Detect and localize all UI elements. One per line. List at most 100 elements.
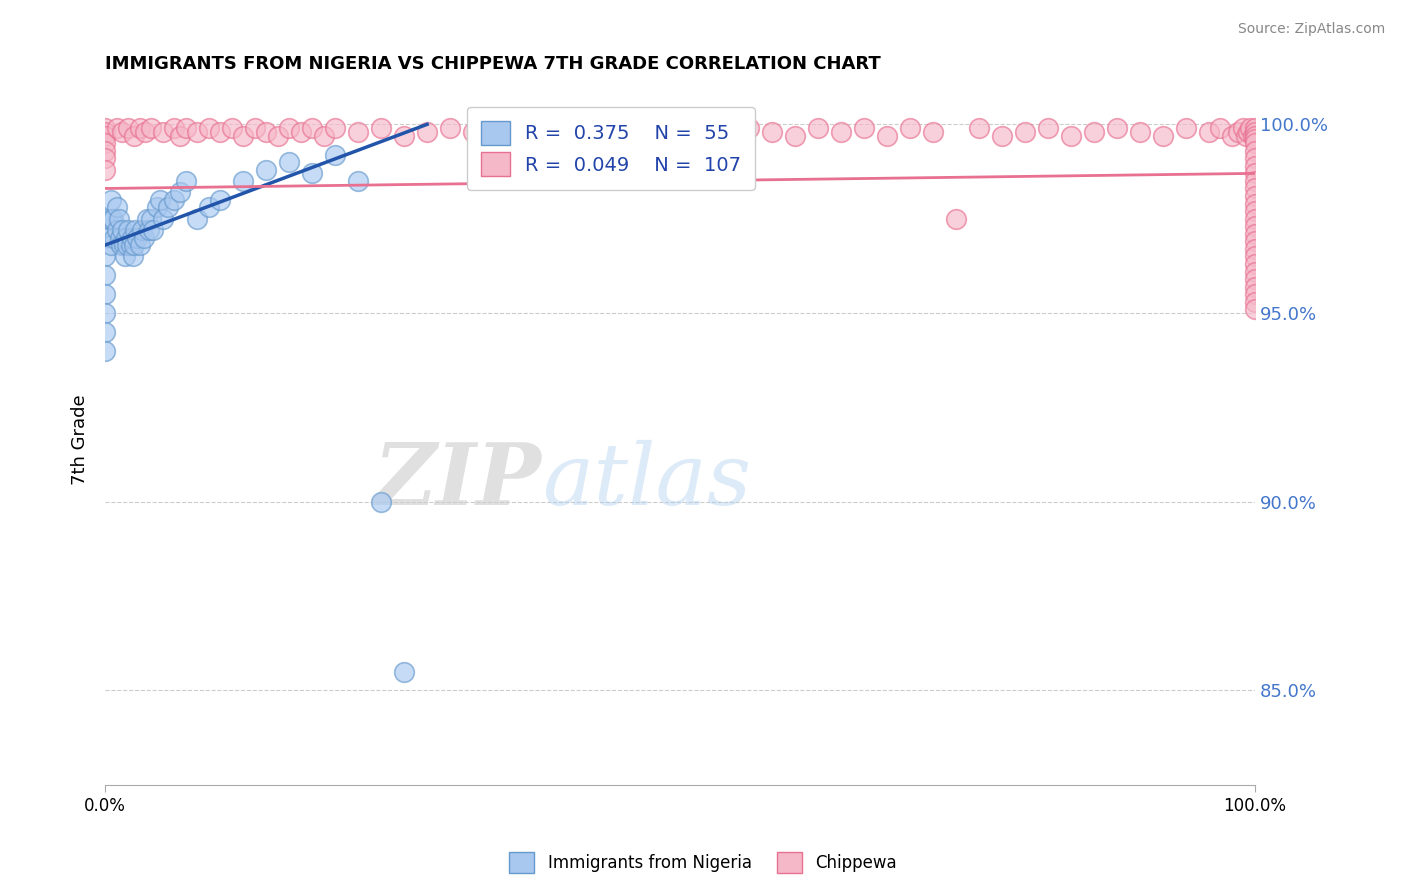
Point: [347, 174, 370, 188]
Point: [108, 230, 131, 244]
Point: [131, 223, 153, 237]
Point: [600, 128, 623, 143]
Point: [243, 121, 266, 136]
Point: [94, 268, 117, 283]
Point: [1198, 125, 1220, 139]
Point: [1244, 196, 1267, 211]
Point: [738, 121, 761, 136]
Point: [111, 125, 134, 139]
Point: [100, 211, 122, 226]
Point: [108, 211, 131, 226]
Point: [1244, 249, 1267, 263]
Point: [105, 121, 128, 136]
Point: [531, 125, 554, 139]
Point: [1244, 189, 1267, 203]
Point: [149, 193, 172, 207]
Point: [554, 121, 576, 136]
Point: [1244, 121, 1267, 136]
Point: [94, 325, 117, 339]
Point: [1244, 166, 1267, 180]
Point: [111, 223, 134, 237]
Point: [392, 665, 415, 679]
Point: [669, 121, 692, 136]
Point: [692, 128, 714, 143]
Point: [94, 125, 117, 139]
Point: [1244, 287, 1267, 301]
Point: [169, 186, 191, 200]
Point: [1244, 219, 1267, 234]
Point: [1244, 264, 1267, 278]
Point: [141, 211, 163, 226]
Text: atlas: atlas: [543, 440, 751, 522]
Point: [232, 174, 254, 188]
Point: [461, 125, 484, 139]
Point: [110, 238, 132, 252]
Point: [301, 166, 323, 180]
Point: [1226, 125, 1249, 139]
Point: [142, 223, 165, 237]
Point: [138, 223, 160, 237]
Point: [163, 193, 186, 207]
Point: [1244, 144, 1267, 158]
Point: [94, 287, 117, 301]
Point: [94, 144, 117, 158]
Point: [152, 211, 174, 226]
Point: [186, 211, 208, 226]
Point: [1083, 125, 1105, 139]
Point: [117, 223, 139, 237]
Point: [439, 121, 461, 136]
Point: [94, 162, 117, 177]
Point: [416, 125, 439, 139]
Point: [1036, 121, 1059, 136]
Point: [645, 125, 668, 139]
Point: [876, 128, 898, 143]
Point: [898, 121, 921, 136]
Point: [134, 230, 156, 244]
Point: [714, 125, 737, 139]
Point: [1234, 128, 1257, 143]
Text: Source: ZipAtlas.com: Source: ZipAtlas.com: [1237, 22, 1385, 37]
Point: [1244, 151, 1267, 165]
Point: [576, 125, 599, 139]
Point: [128, 238, 150, 252]
Text: ZIP: ZIP: [374, 439, 543, 523]
Point: [94, 128, 117, 143]
Point: [1105, 121, 1128, 136]
Point: [209, 193, 232, 207]
Point: [94, 211, 117, 226]
Point: [146, 200, 169, 214]
Point: [1244, 132, 1267, 146]
Point: [347, 125, 370, 139]
Point: [392, 128, 415, 143]
Point: [1244, 125, 1267, 139]
Legend: R =  0.375    N =  55, R =  0.049    N =  107: R = 0.375 N = 55, R = 0.049 N = 107: [467, 107, 755, 190]
Point: [121, 249, 143, 263]
Legend: Immigrants from Nigeria, Chippewa: Immigrants from Nigeria, Chippewa: [503, 846, 903, 880]
Point: [232, 128, 254, 143]
Point: [124, 223, 146, 237]
Point: [1244, 181, 1267, 195]
Point: [922, 125, 945, 139]
Point: [1244, 227, 1267, 241]
Point: [112, 238, 135, 252]
Point: [370, 494, 392, 508]
Point: [115, 238, 138, 252]
Point: [121, 230, 143, 244]
Point: [174, 121, 197, 136]
Point: [623, 121, 645, 136]
Point: [290, 125, 312, 139]
Point: [1244, 174, 1267, 188]
Point: [830, 125, 852, 139]
Point: [945, 211, 967, 226]
Point: [1244, 136, 1267, 151]
Point: [128, 121, 150, 136]
Point: [1244, 204, 1267, 219]
Point: [115, 230, 138, 244]
Point: [1220, 128, 1243, 143]
Point: [1237, 125, 1260, 139]
Point: [254, 162, 277, 177]
Point: [135, 211, 157, 226]
Point: [783, 128, 806, 143]
Y-axis label: 7th Grade: 7th Grade: [72, 394, 89, 484]
Point: [122, 238, 145, 252]
